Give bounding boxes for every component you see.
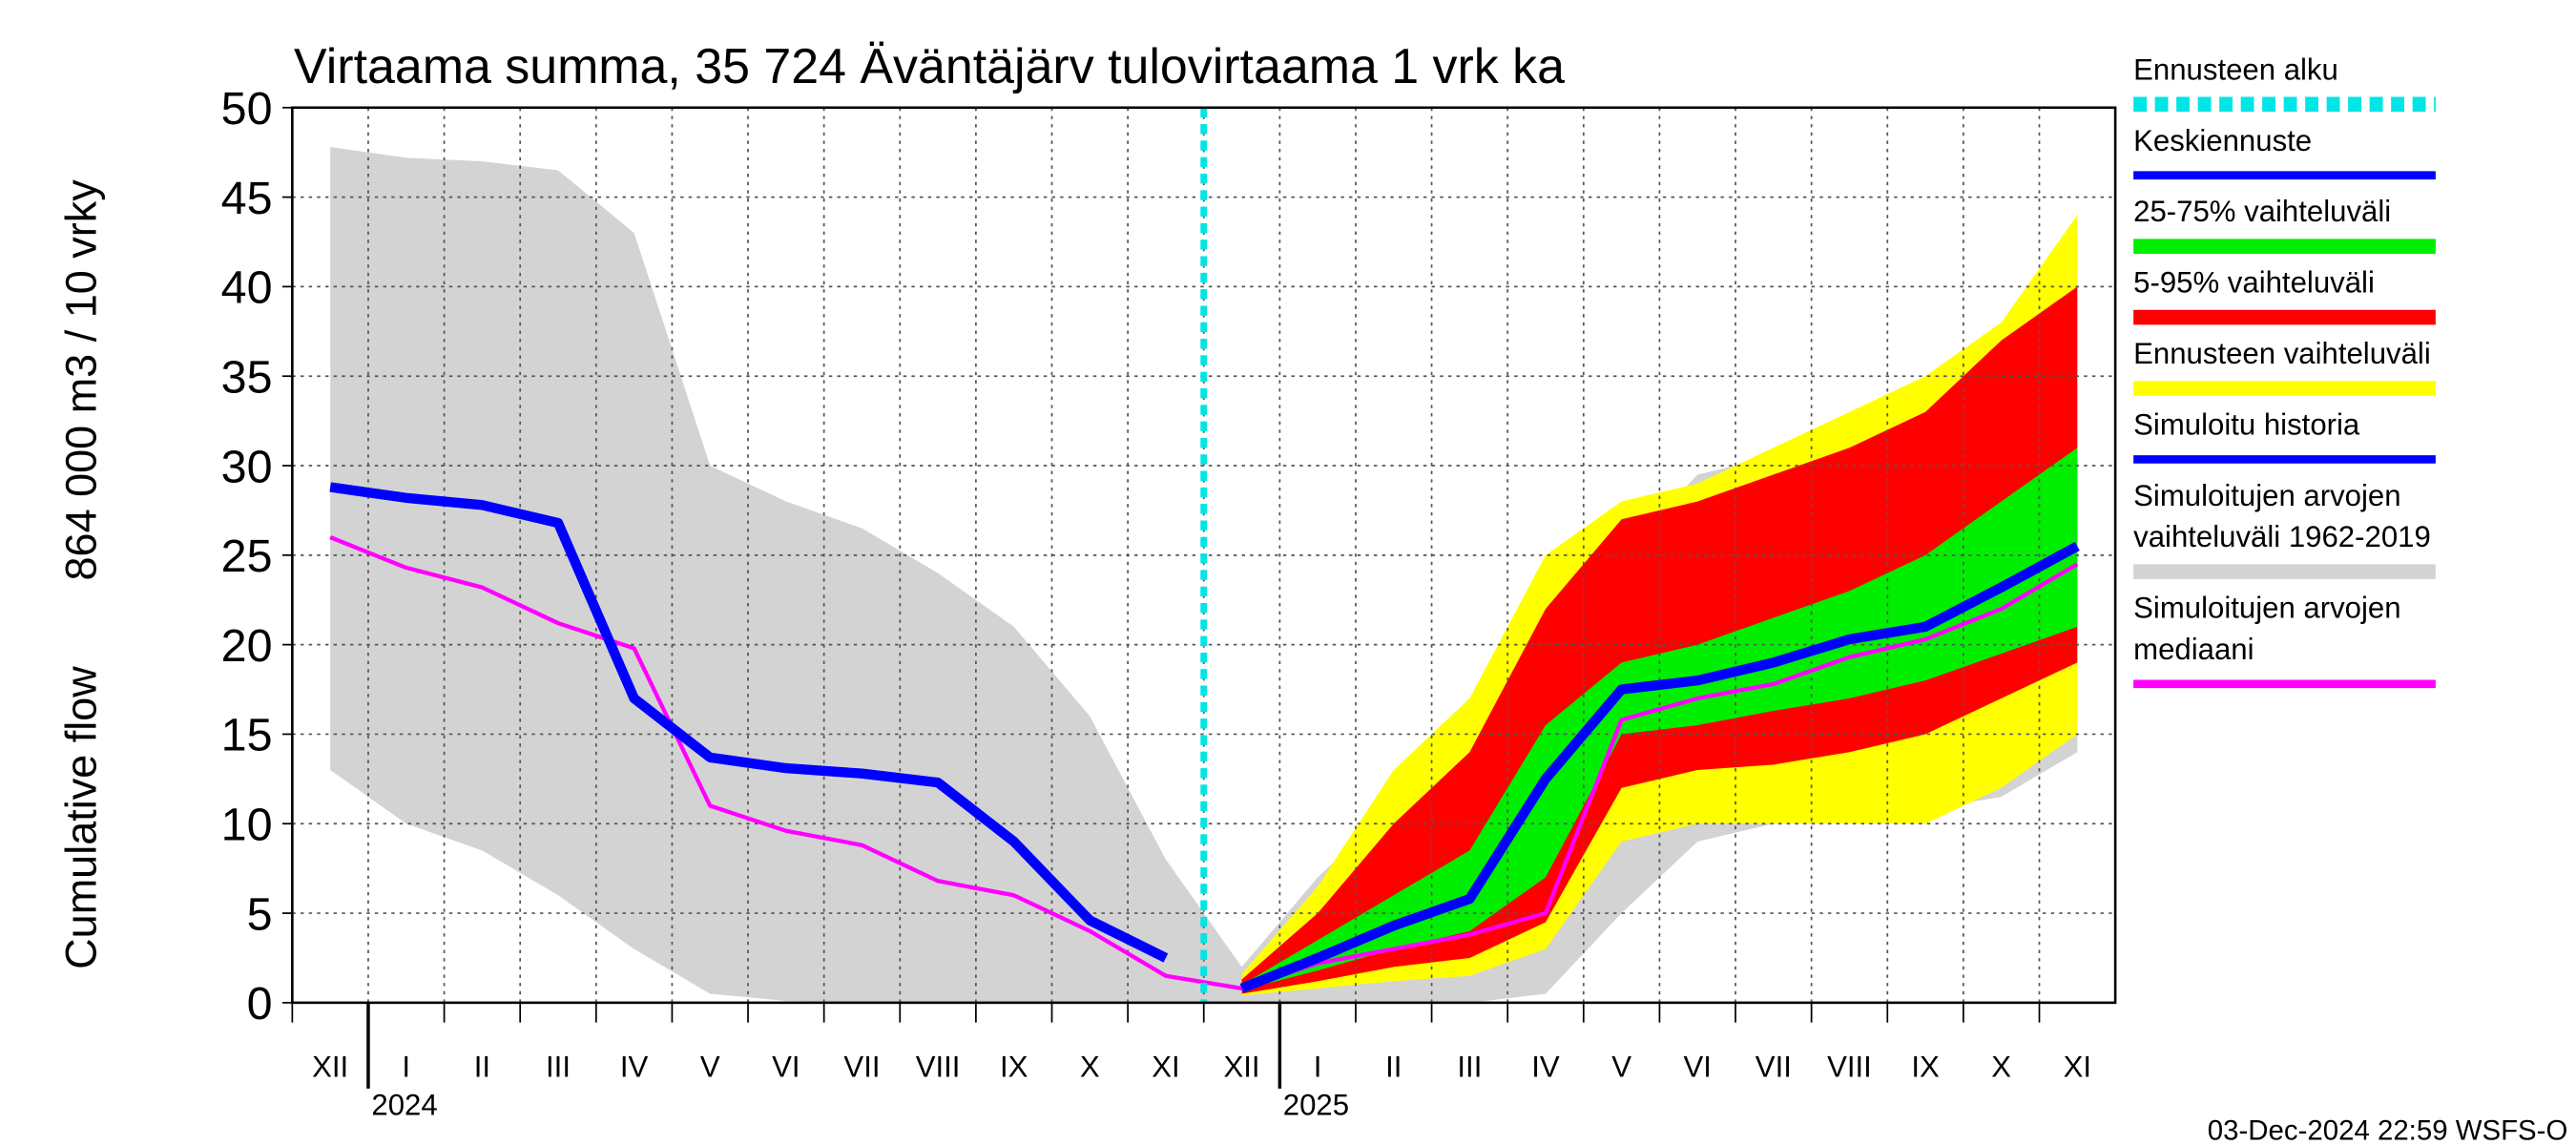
y-tick-label: 0 <box>247 978 273 1030</box>
legend-label: Simuloitujen arvojen mediaani <box>2133 592 2400 666</box>
x-tick-label: II <box>1385 1051 1402 1084</box>
x-tick-label: III <box>546 1051 571 1084</box>
series-line <box>329 482 1169 963</box>
y-tick-label: 50 <box>221 83 273 135</box>
x-tick-label: XI <box>1152 1051 1179 1084</box>
y-axis-label: Cumulative flow <box>56 666 105 969</box>
legend-label: Simuloitujen arvojen vaihteluväli 1962-20… <box>2133 479 2431 553</box>
legend-label: Ennusteen alku <box>2133 52 2338 86</box>
y-tick-label: 30 <box>221 441 273 492</box>
timestamp: 03-Dec-2024 22:59 WSFS-O <box>2208 1115 2568 1145</box>
x-tick-label: IX <box>1000 1051 1028 1084</box>
y-axis-units: 864 000 m3 / 10 vrky <box>56 179 105 581</box>
plot-area <box>292 106 2116 1004</box>
legend-label: 5-95% vaihteluväli <box>2133 266 2375 300</box>
y-tick-label: 25 <box>221 531 273 582</box>
x-tick-label: VII <box>843 1051 880 1084</box>
x-tick-label: VIII <box>916 1051 961 1084</box>
year-label: 2024 <box>371 1089 437 1122</box>
x-tick-label: V <box>700 1051 720 1084</box>
y-tick-label: 40 <box>221 262 273 314</box>
x-tick-label: I <box>402 1051 410 1084</box>
x-tick-label: IX <box>1911 1051 1940 1084</box>
x-tick-label: I <box>1314 1051 1322 1084</box>
legend-label: Simuloitu historia <box>2133 407 2360 441</box>
x-tick-label: VI <box>1684 1051 1712 1084</box>
x-tick-label: X <box>1991 1051 2011 1084</box>
x-tick-label: V <box>1611 1051 1631 1084</box>
x-tick-label: III <box>1457 1051 1482 1084</box>
y-tick-label: 20 <box>221 620 273 672</box>
legend-label: Keskiennuste <box>2133 124 2312 157</box>
series-line <box>1239 541 2080 993</box>
chart-title: Virtaama summa, 35 724 Äväntäjärv tulovi… <box>294 39 1565 94</box>
x-tick-label: VII <box>1755 1051 1792 1084</box>
legend-label: Ennusteen vaihteluväli <box>2133 337 2431 370</box>
series-line <box>329 535 2079 991</box>
x-tick-label: II <box>474 1051 490 1084</box>
x-tick-label: X <box>1080 1051 1100 1084</box>
y-tick-label: 45 <box>221 173 273 224</box>
year-label: 2025 <box>1283 1089 1349 1122</box>
x-tick-label: IV <box>1531 1051 1560 1084</box>
x-tick-label: IV <box>620 1051 649 1084</box>
legend-label: 25-75% vaihteluväli <box>2133 195 2391 228</box>
x-tick-label: XI <box>2064 1051 2091 1084</box>
y-tick-label: 35 <box>221 352 273 404</box>
y-tick-label: 5 <box>247 888 273 940</box>
y-tick-label: 15 <box>221 710 273 761</box>
y-tick-label: 10 <box>221 800 273 851</box>
band <box>1241 286 2078 994</box>
x-tick-label: VI <box>772 1051 800 1084</box>
x-tick-label: XII <box>312 1051 348 1084</box>
x-tick-label: XII <box>1223 1051 1259 1084</box>
x-tick-label: VIII <box>1827 1051 1872 1084</box>
